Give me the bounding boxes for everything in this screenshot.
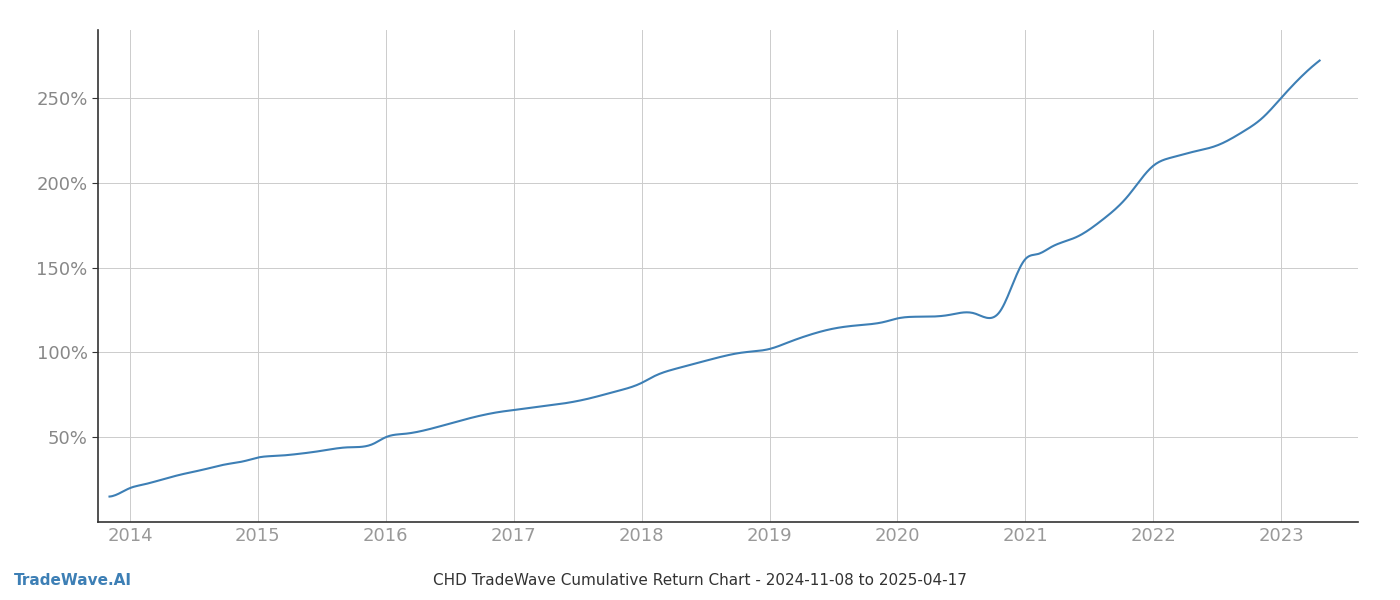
Text: CHD TradeWave Cumulative Return Chart - 2024-11-08 to 2025-04-17: CHD TradeWave Cumulative Return Chart - … [433,573,967,588]
Text: TradeWave.AI: TradeWave.AI [14,573,132,588]
